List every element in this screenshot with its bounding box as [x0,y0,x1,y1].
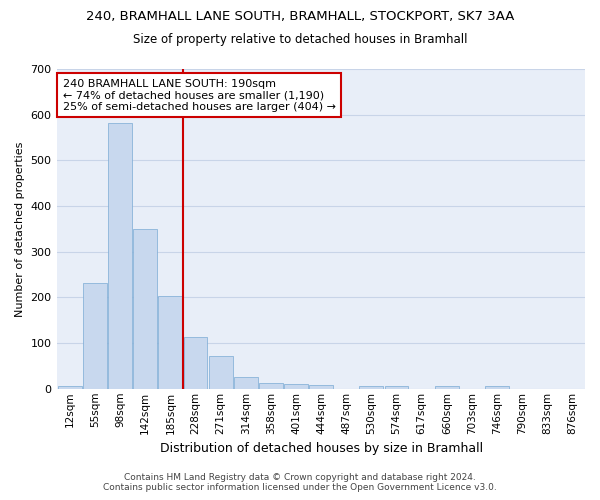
Bar [284,384,308,389]
Bar [485,386,509,389]
Bar [184,336,208,389]
Text: Size of property relative to detached houses in Bramhall: Size of property relative to detached ho… [133,32,467,46]
Text: 240, BRAMHALL LANE SOUTH, BRAMHALL, STOCKPORT, SK7 3AA: 240, BRAMHALL LANE SOUTH, BRAMHALL, STOC… [86,10,514,23]
Y-axis label: Number of detached properties: Number of detached properties [15,141,25,316]
Bar [234,378,257,389]
Bar [58,386,82,389]
X-axis label: Distribution of detached houses by size in Bramhall: Distribution of detached houses by size … [160,442,482,455]
Bar [133,229,157,389]
Text: Contains HM Land Registry data © Crown copyright and database right 2024.
Contai: Contains HM Land Registry data © Crown c… [103,473,497,492]
Bar [385,386,409,389]
Bar [259,383,283,389]
Bar [309,385,333,389]
Bar [158,296,182,389]
Bar [108,123,132,389]
Bar [435,386,459,389]
Bar [83,283,107,389]
Text: 240 BRAMHALL LANE SOUTH: 190sqm
← 74% of detached houses are smaller (1,190)
25%: 240 BRAMHALL LANE SOUTH: 190sqm ← 74% of… [62,78,335,112]
Bar [359,386,383,389]
Bar [209,356,233,389]
